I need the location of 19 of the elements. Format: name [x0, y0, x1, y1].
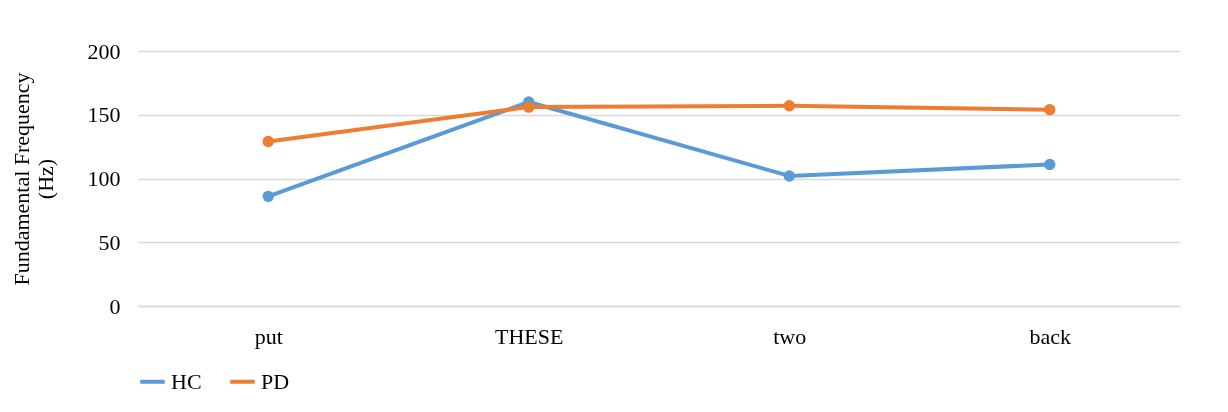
point	[783, 170, 795, 182]
legend-label: PD	[261, 368, 290, 394]
y-tick-label: 200	[87, 38, 121, 64]
x-tick-label: back	[1029, 323, 1072, 349]
point	[262, 190, 274, 203]
y-axis-title: Fundamental Frequency (Hz)	[8, 72, 58, 286]
legend-label: HC	[171, 368, 202, 394]
x-tick-label: two	[773, 323, 807, 349]
point	[1044, 103, 1056, 116]
x-tick-label: THESE	[495, 323, 564, 349]
y-tick-label: 50	[98, 229, 121, 255]
point	[783, 100, 795, 112]
point	[262, 135, 274, 148]
point	[523, 101, 535, 113]
point	[1044, 158, 1056, 171]
y-tick-label: 150	[87, 102, 121, 128]
y-tick-label: 0	[109, 293, 121, 319]
y-tick-label: 100	[87, 166, 121, 191]
x-tick-label: put	[254, 323, 283, 349]
